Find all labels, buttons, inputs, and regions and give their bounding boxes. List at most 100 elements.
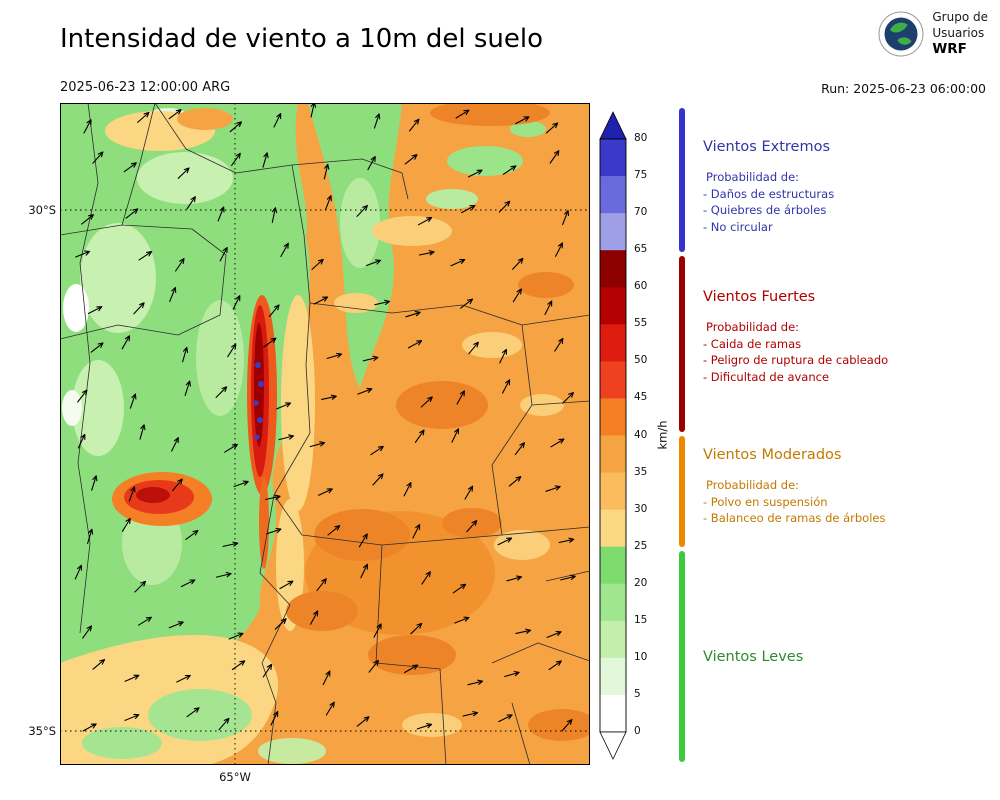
- wind-arrow: [414, 429, 425, 443]
- colorbar-segment: [600, 583, 626, 622]
- colorbar-tick-label: 20: [634, 576, 648, 589]
- wind-arrow: [467, 679, 484, 686]
- wind-arrow: [370, 445, 384, 456]
- wind-arrow: [356, 716, 370, 727]
- legend-lines-fuertes: Probabilidad de: - Caida de ramas - Peligr…: [703, 319, 995, 386]
- wind-arrow: [560, 574, 576, 581]
- wind-arrow: [186, 196, 196, 210]
- colorbar-tick-label: 75: [634, 169, 648, 182]
- wind-arrow: [227, 343, 237, 358]
- lat-label-30s: 30°S: [28, 203, 56, 217]
- colorbar-tick-label: 80: [634, 132, 648, 144]
- wind-arrow: [548, 660, 562, 671]
- colorbar-tick-label: 45: [634, 391, 648, 404]
- wind-arrow: [134, 580, 147, 593]
- wind-arrow: [409, 118, 420, 132]
- wind-arrow: [218, 717, 230, 731]
- colorbar-tick-label: 35: [634, 465, 648, 478]
- wind-arrow: [325, 701, 335, 716]
- wind-arrow: [279, 580, 294, 590]
- wind-arrow: [123, 162, 137, 173]
- wind-arrow: [168, 621, 184, 629]
- legend-title-leves: Vientos Leves: [703, 649, 804, 665]
- wind-arrow: [452, 583, 467, 594]
- wind-arrow: [498, 200, 511, 213]
- lon-label-65w: 65°W: [219, 770, 251, 784]
- wind-arrow: [217, 206, 225, 222]
- wind-arrow: [182, 346, 189, 363]
- legend-line: Probabilidad de:: [706, 478, 800, 492]
- wind-arrow: [74, 564, 83, 580]
- colorbar-segment: [600, 139, 626, 177]
- wind-arrow: [455, 109, 470, 119]
- wind-arrow: [558, 537, 575, 544]
- graticule: [60, 103, 590, 765]
- colorbar-tick-label: 50: [634, 354, 648, 367]
- wind-arrow: [82, 723, 97, 732]
- wind-arrow: [175, 258, 185, 272]
- wind-arrow: [77, 389, 88, 403]
- wind-arrow: [139, 424, 146, 440]
- wind-arrow: [274, 618, 287, 630]
- wind-arrow: [561, 719, 573, 732]
- logo-text: Grupo de Usuarios WRF: [932, 10, 988, 59]
- wind-arrow: [124, 713, 140, 721]
- legend-lines-extremos: Probabilidad de: - Daños de estructuras - …: [703, 169, 995, 236]
- run-datetime: Run: 2025-06-23 06:00:00: [821, 81, 986, 96]
- wind-arrow: [92, 151, 104, 164]
- colorbar-segment: [600, 176, 626, 214]
- wind-arrow: [138, 251, 153, 261]
- logo-line-3: WRF: [932, 41, 967, 58]
- wrf-logo: Grupo de Usuarios WRF: [878, 10, 988, 59]
- wind-arrow: [562, 392, 574, 404]
- wind-arrow: [321, 394, 337, 400]
- legend-line: - Balanceo de ramas de árboles: [703, 511, 886, 526]
- wind-arrow: [464, 485, 474, 500]
- colorbar-segment: [600, 620, 626, 659]
- wind-arrow: [450, 258, 466, 267]
- colorbar-unit-label: km/h: [655, 420, 670, 450]
- wind-arrow: [90, 342, 104, 353]
- wind-arrow: [372, 473, 384, 486]
- wind-arrow: [322, 670, 331, 686]
- colorbar-segments: [600, 139, 626, 733]
- wind-arrow: [186, 707, 200, 718]
- colorbar-tick-label: 60: [634, 280, 648, 293]
- colorbar-segment: [600, 472, 626, 511]
- wind-arrow: [461, 204, 476, 214]
- legend-line: Probabilidad de:: [706, 320, 800, 334]
- wind-arrow: [515, 116, 530, 125]
- colorbar-tick-label: 5: [634, 687, 641, 700]
- wind-arrow: [404, 664, 419, 674]
- colorbar-over-arrow: [599, 111, 627, 140]
- wind-arrow: [92, 659, 106, 670]
- colorbar: [599, 111, 627, 760]
- colorbar-tick-label: 70: [634, 206, 648, 219]
- colorbar-segment: [600, 435, 626, 473]
- wind-arrow: [171, 437, 179, 452]
- valid-datetime: 2025-06-23 12:00:00 ARG: [60, 80, 231, 95]
- legend-line: - Peligro de ruptura de cableado: [703, 353, 889, 368]
- colorbar-under-arrow: [599, 731, 627, 760]
- colorbar-tick-label: 10: [634, 650, 648, 663]
- wind-arrow: [323, 163, 330, 180]
- wind-arrow: [263, 337, 277, 348]
- wind-arrow: [545, 122, 559, 134]
- legend-lines-moderados: Probabilidad de: - Polvo en suspensión - B…: [703, 477, 995, 527]
- wind-arrow: [504, 670, 520, 678]
- wind-arrow: [502, 379, 511, 394]
- wind-arrow: [410, 622, 423, 635]
- wind-arrow: [362, 355, 379, 362]
- province-borders: [60, 103, 590, 765]
- wind-arrow: [549, 150, 560, 164]
- wind-arrow: [276, 402, 292, 410]
- wind-arrow: [357, 387, 373, 395]
- wind-arrow: [129, 393, 137, 409]
- wind-arrow: [367, 156, 376, 171]
- wind-arrow: [75, 250, 91, 258]
- wind-arrow: [374, 299, 391, 306]
- colorbar-segment: [600, 213, 626, 251]
- legend-line: - No circular: [703, 220, 773, 235]
- wind-arrow: [264, 494, 281, 501]
